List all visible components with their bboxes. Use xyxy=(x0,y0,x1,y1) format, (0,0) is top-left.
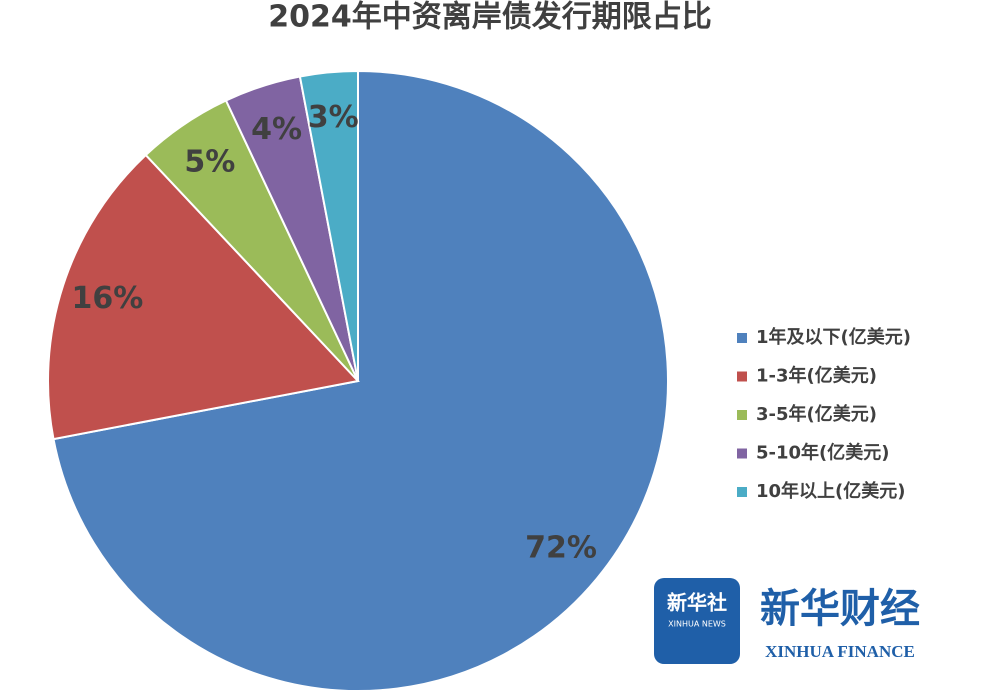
chart-title: 2024年中资离岸债发行期限占比 xyxy=(268,0,712,35)
legend-swatch xyxy=(737,371,747,382)
legend-swatch xyxy=(737,410,747,420)
legend-swatch xyxy=(737,448,747,459)
data-label: 5% xyxy=(184,145,235,180)
logo-badge xyxy=(654,578,740,664)
data-label: 4% xyxy=(251,112,302,147)
legend-label: 5-10年(亿美元) xyxy=(756,442,890,464)
data-label: 3% xyxy=(308,100,359,135)
pie-slice xyxy=(52,69,669,692)
data-label: 16% xyxy=(71,281,143,316)
logo-agency-en: XINHUA NEWS xyxy=(668,620,726,629)
logo: 新华社 XINHUA NEWS 新华财经 XINHUA FINANCE xyxy=(654,578,920,664)
legend-label: 1年及以下(亿美元) xyxy=(756,326,911,348)
legend-swatch xyxy=(737,333,747,343)
legend-label: 3-5年(亿美元) xyxy=(756,403,877,425)
data-label: 72% xyxy=(525,530,597,565)
logo-agency: 新华社 xyxy=(667,591,727,615)
legend-swatch xyxy=(737,487,747,497)
legend-label: 1-3年(亿美元) xyxy=(756,365,877,387)
pie-slice xyxy=(298,69,359,382)
pie-slice xyxy=(47,153,360,441)
logo-brand: 新华财经 xyxy=(760,585,920,632)
logo-brand-en: XINHUA FINANCE xyxy=(765,642,915,661)
legend-label: 10年以上(亿美元) xyxy=(756,480,906,502)
